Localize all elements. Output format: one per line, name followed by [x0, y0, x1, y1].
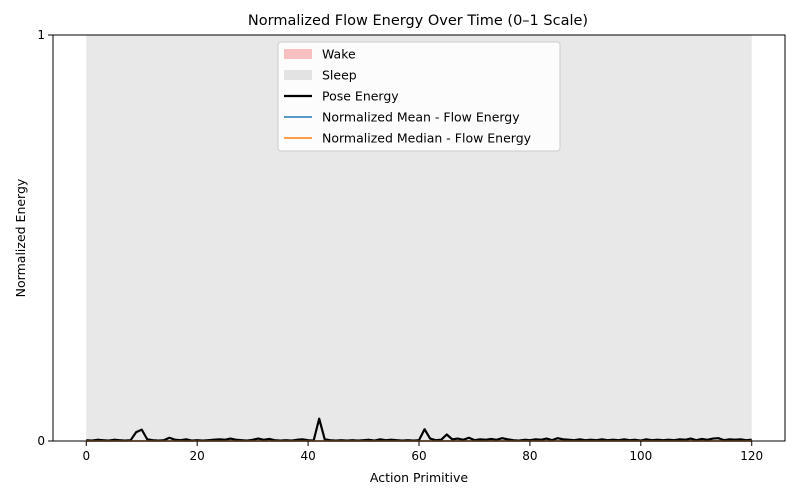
- y-axis-label: Normalized Energy: [13, 178, 28, 297]
- legend-swatch-0: [284, 49, 312, 59]
- x-axis: 0 20 40 60 80 100 120: [82, 441, 763, 463]
- legend-box: [277, 41, 561, 152]
- x-tick-label-0: 0: [82, 449, 90, 463]
- x-tick-label-2: 40: [300, 449, 315, 463]
- legend-label-4: Normalized Median - Flow Energy: [322, 131, 532, 146]
- legend-swatch-1: [284, 70, 312, 80]
- legend: Wake Sleep Pose Energy Normalized Mean - Fl…: [277, 41, 561, 152]
- legend-label-1: Sleep: [322, 68, 357, 83]
- x-tick-label-3: 60: [411, 449, 426, 463]
- y-tick-label-0: 0: [37, 434, 45, 448]
- y-tick-label-1: 1: [37, 28, 45, 42]
- x-tick-label-4: 80: [522, 449, 537, 463]
- y-axis: 01: [37, 28, 53, 448]
- x-tick-label-1: 20: [190, 449, 205, 463]
- chart-title: Normalized Flow Energy Over Time (0–1 Sc…: [248, 13, 588, 29]
- legend-label-2: Pose Energy: [322, 89, 399, 104]
- x-tick-label-6: 120: [740, 449, 763, 463]
- legend-label-3: Normalized Mean - Flow Energy: [322, 110, 520, 125]
- legend-label-0: Wake: [322, 47, 356, 62]
- legend-items: Wake Sleep Pose Energy Normalized Mean - Fl…: [284, 47, 532, 146]
- x-axis-label: Action Primitive: [370, 470, 468, 485]
- x-tick-label-5: 100: [629, 449, 652, 463]
